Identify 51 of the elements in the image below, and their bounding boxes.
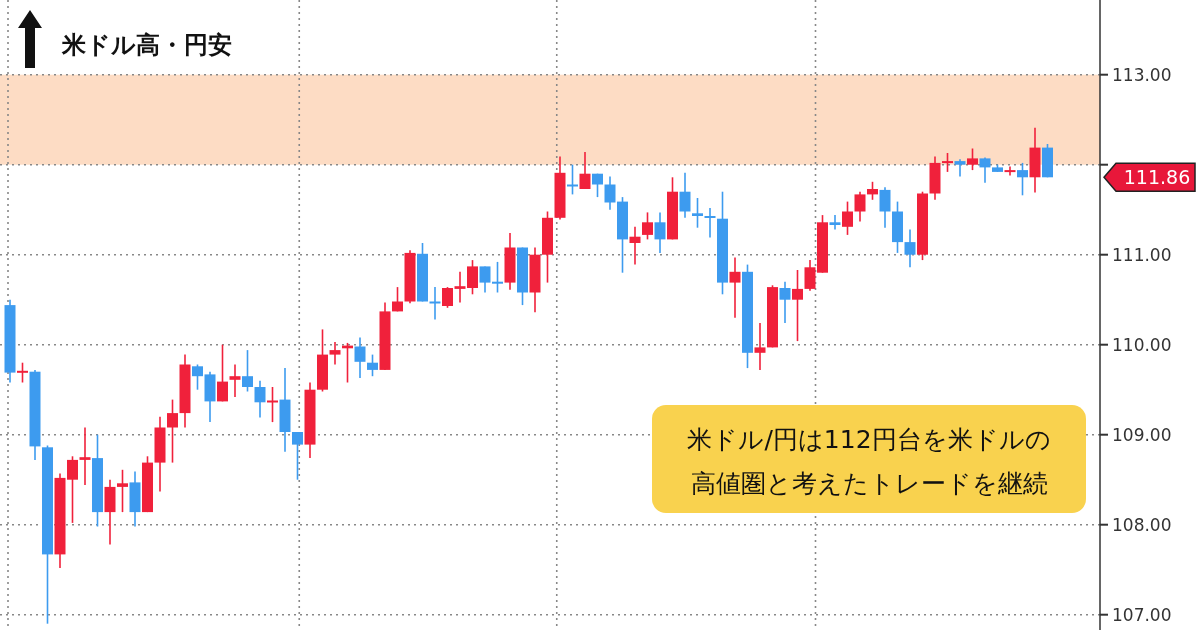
candlestick xyxy=(679,172,691,219)
candlestick xyxy=(79,426,91,486)
candlestick xyxy=(704,207,716,239)
y-tick-label: 111.00 xyxy=(1112,244,1172,265)
candlestick xyxy=(967,147,978,171)
candlestick xyxy=(367,353,378,377)
candlestick xyxy=(429,286,441,321)
candlestick xyxy=(567,163,578,196)
candlestick xyxy=(1017,162,1028,197)
candlestick xyxy=(642,211,653,241)
candlestick xyxy=(792,269,803,342)
candlestick xyxy=(942,152,953,173)
y-tick-label: 110.00 xyxy=(1112,334,1172,355)
candlestick xyxy=(629,226,641,266)
candlestick xyxy=(442,286,453,309)
price-tag: 111.86 xyxy=(1103,162,1196,193)
y-tick-label: 108.00 xyxy=(1112,514,1172,535)
candlestick xyxy=(979,156,991,184)
candlestick xyxy=(654,211,666,254)
candlestick xyxy=(579,151,591,190)
candlestick xyxy=(779,280,791,324)
candlestick xyxy=(1004,165,1016,177)
candlestick xyxy=(854,190,866,223)
candlestick xyxy=(242,349,253,393)
annotation: 米ドル/円は112円台を米ドルの xyxy=(687,425,1051,454)
candlestick xyxy=(192,363,203,391)
note: 米ドル/円は112円台を米ドルの 高値圏と考えたトレードを継続 xyxy=(652,405,1086,513)
candlestick xyxy=(117,469,128,513)
candlestick xyxy=(879,186,891,229)
candlestick xyxy=(729,256,741,319)
candlestick xyxy=(217,343,228,403)
candlestick xyxy=(354,336,366,379)
candlestick xyxy=(692,197,703,229)
y-tick-label: 107.00 xyxy=(1112,604,1172,625)
candlestick xyxy=(254,379,266,419)
candlestick xyxy=(904,228,916,269)
candlestick xyxy=(292,431,303,481)
candlestick xyxy=(829,214,841,231)
candlestick xyxy=(267,386,278,423)
annotation: 高値圏と考えたトレードを継続 xyxy=(690,469,1048,498)
candlestick xyxy=(954,158,966,178)
candlestick xyxy=(17,361,28,384)
candlestick xyxy=(329,341,341,366)
candlestick xyxy=(229,363,241,398)
candlestick xyxy=(842,200,853,236)
candlestick xyxy=(167,398,178,464)
candlestick xyxy=(392,286,403,313)
candlestick xyxy=(754,322,766,371)
y-tick-label: 113.00 xyxy=(1112,64,1172,85)
y-tick-label: 109.00 xyxy=(1112,424,1172,445)
text: 米ドル高・円安 xyxy=(61,31,232,59)
